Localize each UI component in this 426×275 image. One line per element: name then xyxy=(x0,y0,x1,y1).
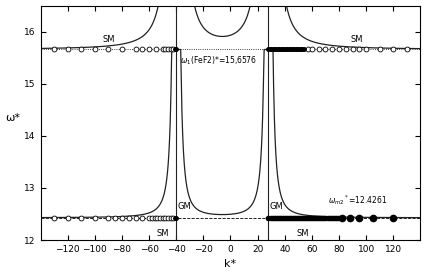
Text: $\omega_1$(FeF2)*=15,6576: $\omega_1$(FeF2)*=15,6576 xyxy=(180,55,257,67)
Text: GM: GM xyxy=(270,202,284,211)
Text: SM: SM xyxy=(351,35,363,44)
Text: GM: GM xyxy=(178,202,191,211)
Text: SM: SM xyxy=(102,35,115,44)
Text: $\omega_{m2}$$^*$=12.4261: $\omega_{m2}$$^*$=12.4261 xyxy=(328,194,388,207)
X-axis label: k*: k* xyxy=(225,259,236,270)
Text: SM: SM xyxy=(296,229,309,238)
Text: SM: SM xyxy=(156,229,169,238)
Y-axis label: ω*: ω* xyxy=(6,113,20,123)
